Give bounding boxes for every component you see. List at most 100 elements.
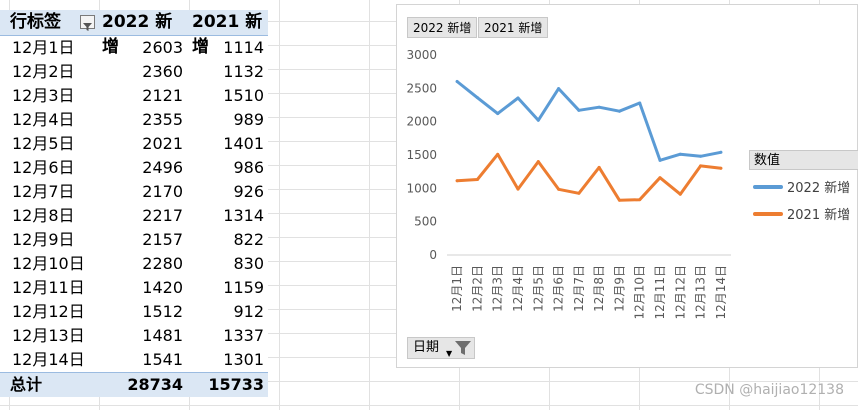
row-value-2021: 1301 xyxy=(223,350,264,369)
row-value-2022: 1512 xyxy=(142,302,183,321)
row-date: 12月4日 xyxy=(12,110,75,129)
row-value-2022: 2360 xyxy=(142,62,183,81)
data-point[interactable] xyxy=(516,187,520,191)
pivot-row[interactable]: 12月14日 1541 1301 xyxy=(0,348,268,372)
pivot-row[interactable]: 12月12日 1512 912 xyxy=(0,300,268,324)
x-tick-label: 12月8日 xyxy=(592,265,606,312)
pivot-row[interactable]: 12月4日 2355 989 xyxy=(0,108,268,132)
row-value-2021: 830 xyxy=(233,254,264,273)
x-tick-label: 12月5日 xyxy=(531,265,545,312)
data-point[interactable] xyxy=(658,158,662,162)
data-point[interactable] xyxy=(496,152,500,156)
row-labels-header[interactable]: 行标签 xyxy=(0,10,98,35)
y-tick-label: 1000 xyxy=(406,181,437,195)
row-date: 12月9日 xyxy=(12,230,75,249)
series-line-0[interactable] xyxy=(455,80,723,162)
row-date: 12月14日 xyxy=(12,350,85,369)
x-tick-label: 12月13日 xyxy=(694,265,708,320)
data-point[interactable] xyxy=(719,166,723,170)
data-point[interactable] xyxy=(597,105,601,109)
data-point[interactable] xyxy=(638,198,642,202)
data-point[interactable] xyxy=(638,101,642,105)
x-tick-label: 12月6日 xyxy=(552,265,566,312)
row-value-2021: 912 xyxy=(233,302,264,321)
pivot-row[interactable]: 12月9日 2157 822 xyxy=(0,228,268,252)
row-date: 12月8日 xyxy=(12,206,75,225)
x-tick-label: 12月14日 xyxy=(714,265,728,320)
funnel-icon[interactable] xyxy=(454,340,472,356)
row-value-2022: 2157 xyxy=(142,230,183,249)
legend-item-2021[interactable]: 2021 新增 xyxy=(753,204,850,223)
series-field-button-2022[interactable]: 2022 新增 xyxy=(407,17,478,38)
data-point[interactable] xyxy=(577,108,581,112)
pivot-row[interactable]: 12月2日 2360 1132 xyxy=(0,60,268,84)
data-point[interactable] xyxy=(475,96,479,100)
data-point[interactable] xyxy=(516,96,520,100)
pivot-row[interactable]: 12月3日 2121 1510 xyxy=(0,84,268,108)
data-point[interactable] xyxy=(496,112,500,116)
row-labels-text: 行标签 xyxy=(10,12,61,32)
x-tick-label: 12月9日 xyxy=(612,265,626,312)
pivot-row[interactable]: 12月7日 2170 926 xyxy=(0,180,268,204)
data-point[interactable] xyxy=(719,150,723,154)
data-point[interactable] xyxy=(699,164,703,168)
pivot-row[interactable]: 12月5日 2021 1401 xyxy=(0,132,268,156)
data-point[interactable] xyxy=(475,178,479,182)
pivot-row[interactable]: 12月1日 2603 1114 xyxy=(0,36,268,60)
pivot-row[interactable]: 12月8日 2217 1314 xyxy=(0,204,268,228)
series-line-1[interactable] xyxy=(455,152,723,202)
data-point[interactable] xyxy=(617,109,621,113)
row-date: 12月2日 xyxy=(12,62,75,81)
pivot-total-row[interactable]: 总计 28734 15733 xyxy=(0,372,268,397)
legend-title[interactable]: 数值 xyxy=(749,150,858,170)
filter-icon xyxy=(83,23,92,31)
pivot-row[interactable]: 12月10日 2280 830 xyxy=(0,252,268,276)
data-point[interactable] xyxy=(577,191,581,195)
data-point[interactable] xyxy=(557,187,561,191)
y-tick-label: 2000 xyxy=(406,115,437,129)
data-point[interactable] xyxy=(699,154,703,158)
data-point[interactable] xyxy=(557,87,561,91)
row-value-2021: 1401 xyxy=(223,134,264,153)
x-tick-label: 12月11日 xyxy=(653,265,667,320)
row-value-2021: 822 xyxy=(233,230,264,249)
pivot-chart[interactable]: 2022 新增 2021 新增 0 500 1000 1500 2000 2500 3000… xyxy=(396,4,858,368)
row-date: 12月7日 xyxy=(12,182,75,201)
legend-label-2021: 2021 新增 xyxy=(787,208,851,223)
data-point[interactable] xyxy=(455,79,459,83)
row-value-2021: 1132 xyxy=(223,62,264,81)
col-2021-header[interactable]: 2021 新增 xyxy=(192,12,263,57)
row-value-2021: 1314 xyxy=(223,206,264,225)
row-value-2022: 1420 xyxy=(142,278,183,297)
pivot-row[interactable]: 12月13日 1481 1337 xyxy=(0,324,268,348)
data-point[interactable] xyxy=(597,165,601,169)
x-tick-label: 12月2日 xyxy=(470,265,484,312)
pivot-table: 行标签 2022 新增 2021 新增 12月1日 2603 1114 12月2日 23… xyxy=(0,10,268,397)
data-point[interactable] xyxy=(617,198,621,202)
axis-field-button-date[interactable]: 日期 ▼ xyxy=(407,337,475,359)
y-tick-label: 3000 xyxy=(406,48,437,62)
legend-item-2022[interactable]: 2022 新增 xyxy=(753,177,850,196)
row-filter-button[interactable] xyxy=(80,15,95,31)
col-2022-header[interactable]: 2022 新增 xyxy=(102,12,173,57)
data-point[interactable] xyxy=(536,118,540,122)
data-point[interactable] xyxy=(678,152,682,156)
data-point[interactable] xyxy=(678,192,682,196)
row-value-2021: 926 xyxy=(233,182,264,201)
series-field-button-2021[interactable]: 2021 新增 xyxy=(478,17,549,38)
data-point[interactable] xyxy=(455,179,459,183)
data-point[interactable] xyxy=(536,160,540,164)
x-tick-label: 12月10日 xyxy=(633,265,647,320)
pivot-row[interactable]: 12月6日 2496 986 xyxy=(0,156,268,180)
row-date: 12月12日 xyxy=(12,302,85,321)
legend-swatch-2022 xyxy=(753,184,783,189)
row-value-2021: 1337 xyxy=(223,326,264,345)
row-date: 12月11日 xyxy=(12,278,85,297)
row-value-2022: 2170 xyxy=(142,182,183,201)
y-tick-label: 1500 xyxy=(406,148,437,162)
data-point[interactable] xyxy=(658,176,662,180)
row-value-2022: 2021 xyxy=(142,134,183,153)
pivot-body: 12月1日 2603 1114 12月2日 2360 1132 12月3日 2121 1510 1… xyxy=(0,36,268,372)
dropdown-arrow-icon[interactable]: ▼ xyxy=(446,349,453,358)
pivot-row[interactable]: 12月11日 1420 1159 xyxy=(0,276,268,300)
